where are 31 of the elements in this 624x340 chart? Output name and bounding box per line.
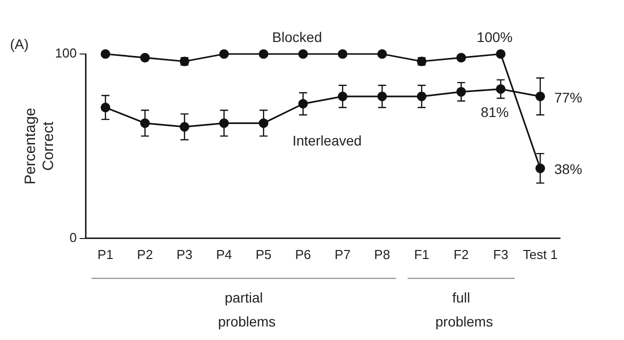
x-tick-label: P2 — [137, 246, 153, 262]
text: partial problems — [218, 289, 276, 330]
point — [377, 49, 387, 59]
text: (A) — [10, 36, 29, 52]
point — [219, 49, 229, 59]
x-tick-label: P3 — [176, 246, 192, 262]
x-tick-label: P7 — [334, 246, 351, 262]
x-tick-label: P1 — [98, 246, 114, 262]
point — [258, 49, 268, 59]
series-label: Interleaved — [292, 132, 362, 149]
text: full problems — [435, 289, 493, 330]
data-label: 81% — [480, 104, 509, 120]
series-label: Blocked — [272, 28, 322, 45]
data-label: 77% — [554, 89, 582, 106]
x-tick-label: P6 — [295, 246, 312, 262]
point — [338, 49, 348, 59]
data-label: 38% — [554, 161, 582, 178]
point — [100, 49, 110, 59]
x-tick-label: P4 — [216, 246, 232, 262]
y-axis-title: Percentage Correct — [22, 108, 58, 185]
x-tick-label: Test 1 — [522, 246, 558, 262]
y-tick-label: 100 — [54, 46, 77, 61]
x-tick-label: P5 — [256, 246, 272, 262]
x-tick-label: F2 — [454, 246, 469, 262]
point — [496, 49, 506, 59]
x-tick-label: P8 — [374, 246, 390, 262]
x-tick-label: F3 — [493, 246, 508, 262]
data-label: 100% — [476, 28, 513, 45]
point — [298, 49, 308, 59]
y-tick-label: 0 — [69, 230, 77, 245]
x-tick-label: F1 — [414, 246, 430, 262]
